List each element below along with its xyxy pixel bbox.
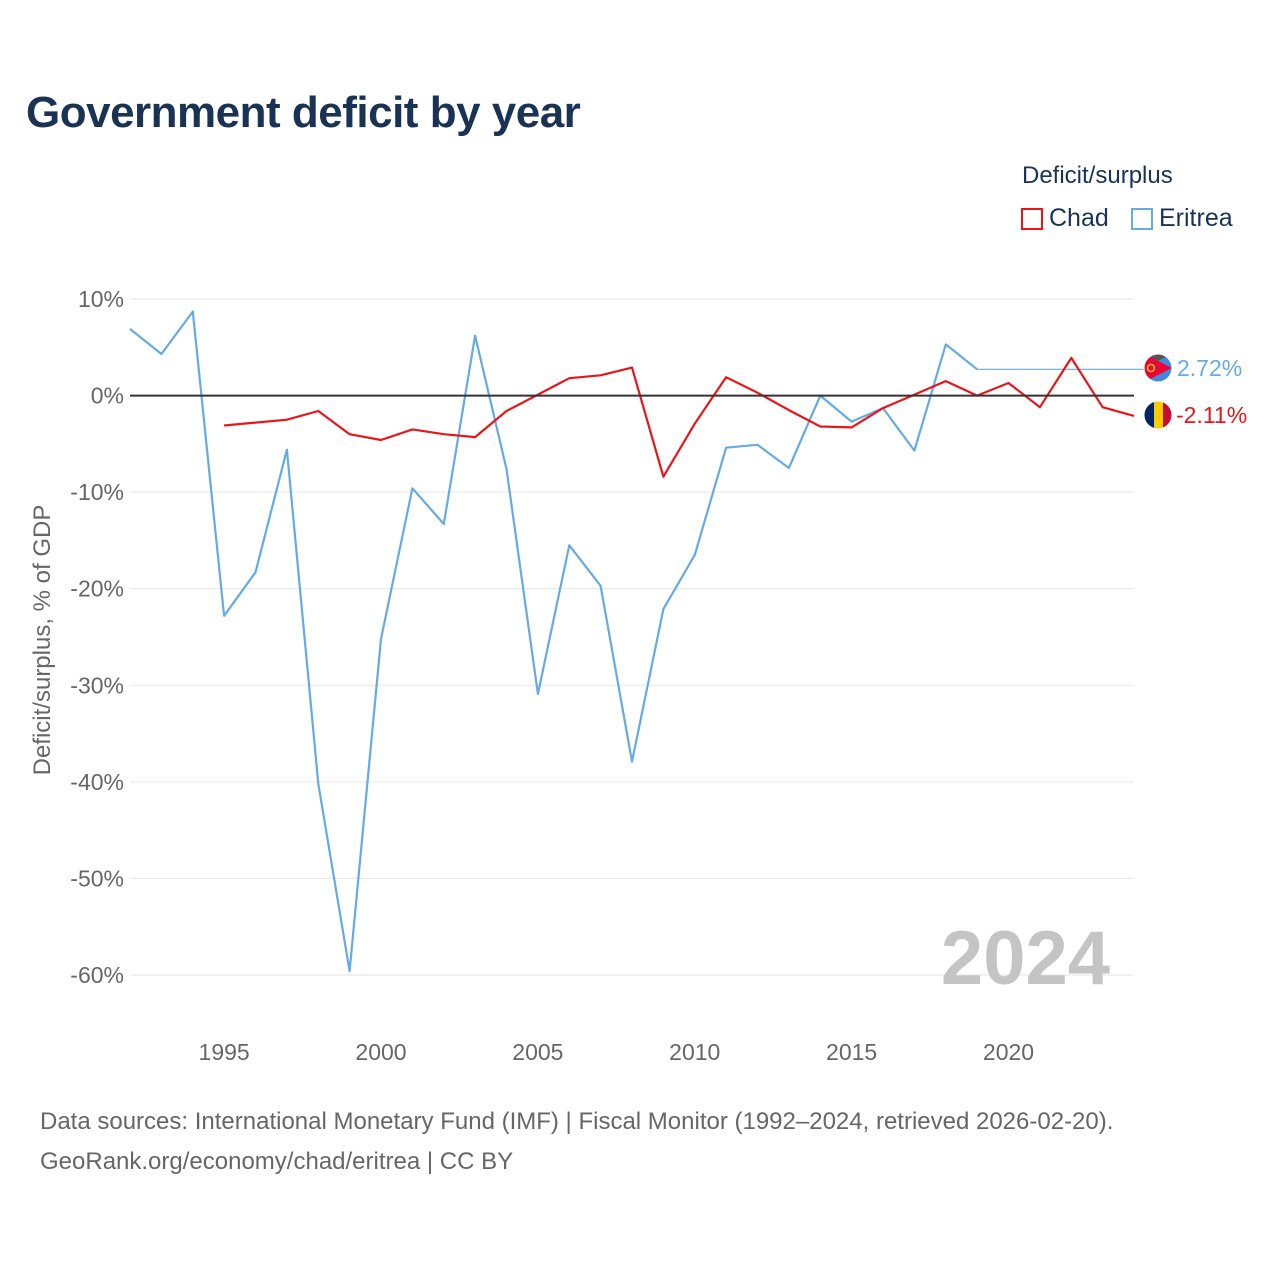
attribution-link[interactable]: GeoRank.org/economy/chad/eritrea | CC BY bbox=[40, 1148, 514, 1175]
legend-title: Deficit/surplus bbox=[1022, 162, 1173, 189]
x-tick-label: 2005 bbox=[512, 1039, 563, 1065]
y-axis-title: Deficit/surplus, % of GDP bbox=[29, 505, 56, 776]
line-chart: 10% 0% -10% -20% -30% -40% -50% -60% 1995 2000 20… bbox=[29, 286, 1247, 1065]
eritrea-flag-icon bbox=[1144, 354, 1172, 382]
y-tick-label: 0% bbox=[91, 383, 124, 409]
year-watermark: 2024 bbox=[941, 916, 1110, 1001]
legend-item-chad[interactable]: Chad bbox=[1021, 204, 1109, 233]
legend-label-chad: Chad bbox=[1049, 204, 1109, 232]
x-tick-label: 2010 bbox=[669, 1039, 720, 1065]
series-lines bbox=[129, 310, 1144, 973]
y-tick-label: -30% bbox=[70, 672, 124, 698]
y-tick-label: -60% bbox=[70, 962, 124, 988]
data-source-note: Data sources: International Monetary Fun… bbox=[40, 1108, 1114, 1135]
legend-swatch-eritrea bbox=[1131, 207, 1153, 230]
x-tick-label: 2015 bbox=[826, 1039, 877, 1065]
x-tick-label: 2000 bbox=[355, 1039, 406, 1065]
x-tick-label: 1995 bbox=[199, 1039, 250, 1065]
y-tick-label: -10% bbox=[70, 479, 124, 505]
series-line-eritrea bbox=[129, 310, 978, 973]
legend-label-eritrea: Eritrea bbox=[1159, 204, 1233, 232]
y-tick-label: -40% bbox=[70, 769, 124, 795]
y-tick-labels: 10% 0% -10% -20% -30% -40% -50% -60% bbox=[70, 286, 124, 988]
x-tick-label: 2020 bbox=[983, 1039, 1034, 1065]
gridlines bbox=[130, 298, 1134, 976]
chad-flag-icon bbox=[1144, 401, 1172, 429]
y-tick-label: 10% bbox=[78, 286, 124, 312]
legend-swatch-chad bbox=[1021, 207, 1043, 230]
chad-end-label: -2.11% bbox=[1176, 402, 1247, 428]
y-tick-label: -50% bbox=[70, 865, 124, 891]
end-markers bbox=[1143, 353, 1173, 430]
series-line-chad bbox=[223, 356, 1135, 478]
eritrea-end-label: 2.72% bbox=[1177, 355, 1242, 381]
y-tick-label: -20% bbox=[70, 576, 124, 602]
chart-title: Government deficit by year bbox=[26, 88, 581, 137]
legend-item-eritrea[interactable]: Eritrea bbox=[1131, 204, 1233, 233]
x-tick-labels: 1995 2000 2005 2010 2015 2020 bbox=[199, 1039, 1035, 1065]
